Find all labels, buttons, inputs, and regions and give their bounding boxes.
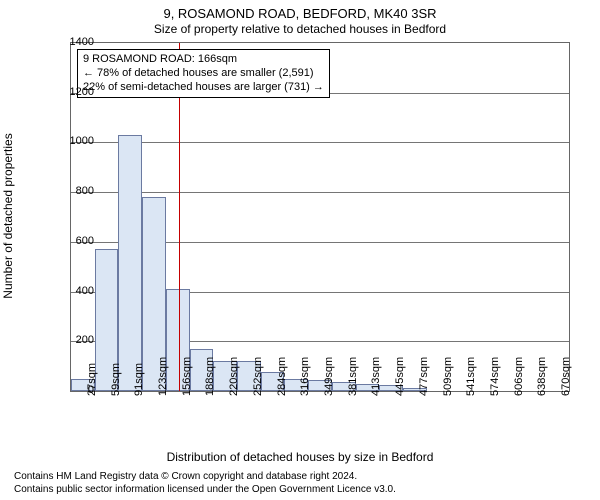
x-tick-label: 381sqm bbox=[347, 357, 359, 396]
footer-line-1: Contains HM Land Registry data © Crown c… bbox=[14, 471, 396, 484]
annotation-box: 9 ROSAMOND ROAD: 166sqm ← 78% of detache… bbox=[77, 49, 330, 98]
x-tick-label: 670sqm bbox=[560, 357, 572, 396]
x-axis-label: Distribution of detached houses by size … bbox=[0, 450, 600, 464]
y-tick-label: 1000 bbox=[54, 135, 94, 147]
x-tick-label: 27sqm bbox=[86, 363, 98, 396]
histogram-bar bbox=[118, 135, 142, 391]
x-tick-label: 91sqm bbox=[133, 363, 145, 396]
annotation-line-1: 9 ROSAMOND ROAD: 166sqm bbox=[83, 53, 324, 67]
x-tick-label: 509sqm bbox=[442, 357, 454, 396]
gridline bbox=[71, 192, 569, 193]
x-tick-label: 252sqm bbox=[252, 357, 264, 396]
x-tick-label: 156sqm bbox=[181, 357, 193, 396]
page-subtitle: Size of property relative to detached ho… bbox=[0, 22, 600, 36]
annotation-line-2: ← 78% of detached houses are smaller (2,… bbox=[83, 67, 324, 81]
y-tick-label: 400 bbox=[54, 285, 94, 297]
y-tick-label: 1200 bbox=[54, 86, 94, 98]
footer-line-2: Contains public sector information licen… bbox=[14, 484, 396, 497]
gridline bbox=[71, 142, 569, 143]
histogram-plot: 9 ROSAMOND ROAD: 166sqm ← 78% of detache… bbox=[70, 42, 570, 392]
x-tick-label: 477sqm bbox=[418, 357, 430, 396]
x-tick-label: 188sqm bbox=[204, 357, 216, 396]
x-tick-label: 284sqm bbox=[276, 357, 288, 396]
x-tick-label: 220sqm bbox=[228, 357, 240, 396]
page-title: 9, ROSAMOND ROAD, BEDFORD, MK40 3SR bbox=[0, 6, 600, 21]
y-tick-label: 800 bbox=[54, 185, 94, 197]
x-tick-label: 123sqm bbox=[157, 357, 169, 396]
x-tick-label: 316sqm bbox=[299, 357, 311, 396]
y-tick-label: 1400 bbox=[54, 36, 94, 48]
x-tick-label: 606sqm bbox=[513, 357, 525, 396]
x-tick-label: 349sqm bbox=[323, 357, 335, 396]
x-tick-label: 541sqm bbox=[465, 357, 477, 396]
x-tick-label: 638sqm bbox=[536, 357, 548, 396]
y-tick-label: 200 bbox=[54, 334, 94, 346]
footer-text: Contains HM Land Registry data © Crown c… bbox=[14, 471, 396, 496]
x-tick-label: 574sqm bbox=[489, 357, 501, 396]
x-tick-label: 59sqm bbox=[110, 363, 122, 396]
y-tick-label: 600 bbox=[54, 235, 94, 247]
annotation-line-3: 22% of semi-detached houses are larger (… bbox=[83, 81, 324, 95]
y-axis-label: Number of detached properties bbox=[1, 133, 15, 298]
x-tick-label: 445sqm bbox=[394, 357, 406, 396]
x-tick-label: 413sqm bbox=[370, 357, 382, 396]
